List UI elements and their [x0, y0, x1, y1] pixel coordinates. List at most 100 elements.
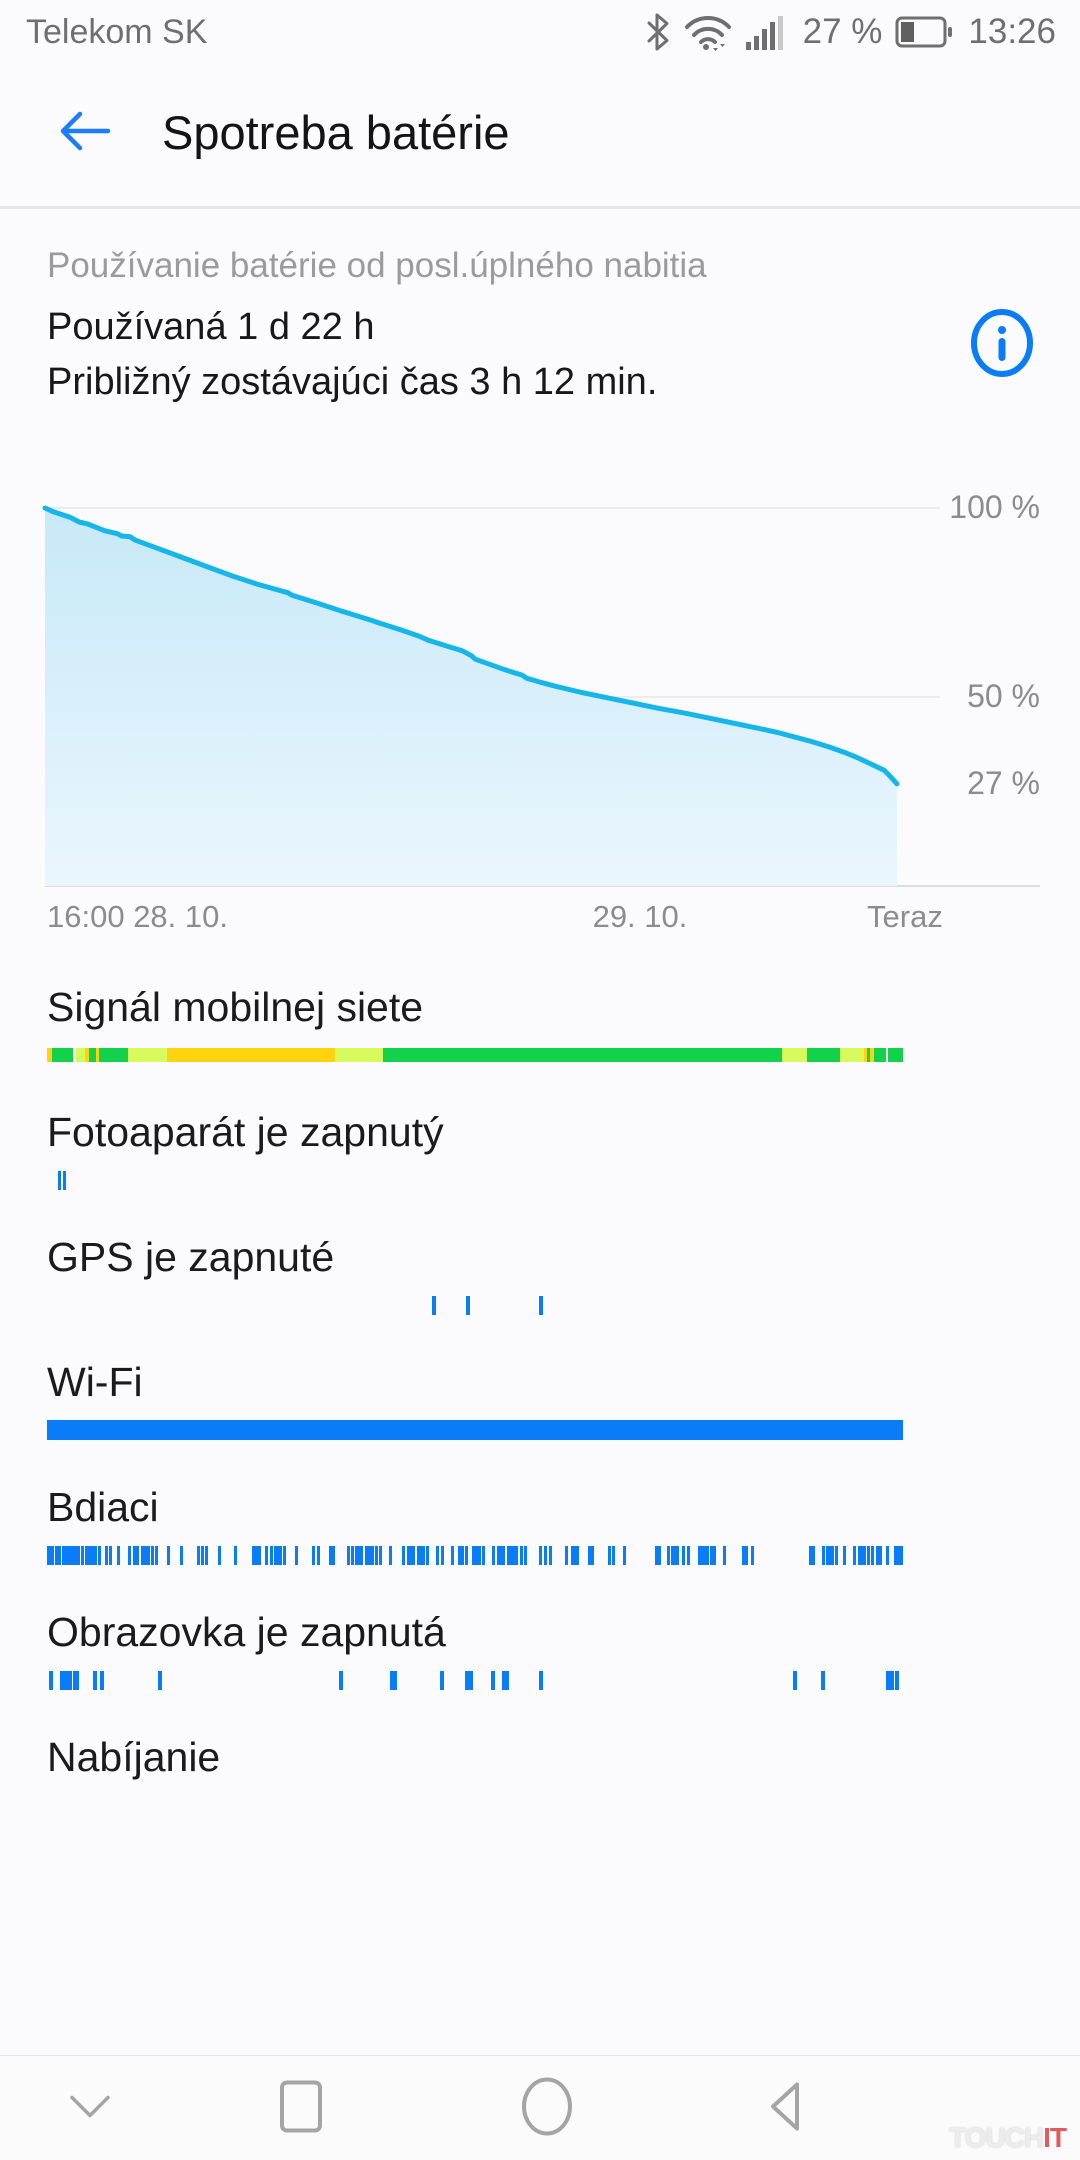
- activity-segment: [72, 1048, 77, 1062]
- activity-tick: [491, 1671, 496, 1690]
- activity-tick: [360, 1546, 364, 1565]
- section-title: Obrazovka je zapnutá: [47, 1609, 446, 1655]
- activity-tick: [390, 1671, 398, 1690]
- activity-tick: [81, 1546, 85, 1565]
- activity-tick: [370, 1546, 374, 1565]
- activity-tick: [871, 1546, 875, 1565]
- watermark-it: IT: [1043, 2122, 1067, 2153]
- activity-tick: [497, 1546, 504, 1565]
- activity-segment: [839, 1048, 864, 1062]
- activity-segment: [885, 1048, 889, 1062]
- activity-tick: [687, 1546, 691, 1565]
- info-button[interactable]: [962, 304, 1042, 384]
- activity-tick: [346, 1546, 350, 1565]
- activity-tick: [51, 1546, 55, 1565]
- activity-tick: [364, 1546, 371, 1565]
- clock-label: 13:26: [968, 12, 1056, 51]
- activity-tick: [269, 1546, 273, 1565]
- circle-icon: [519, 2076, 575, 2141]
- activity-tick: [510, 1546, 517, 1565]
- activity-section: Fotoaparát je zapnutý: [47, 1108, 903, 1192]
- back-nav-button[interactable]: [756, 2073, 816, 2144]
- activity-tick: [48, 1671, 53, 1690]
- activity-tick: [666, 1546, 670, 1565]
- activity-tick: [421, 1546, 425, 1565]
- activity-segment: [782, 1048, 808, 1062]
- battery-summary: Používanie batérie od posl.úplného nabit…: [47, 246, 927, 416]
- activity-tick: [492, 1546, 496, 1565]
- activity-tick: [97, 1546, 101, 1565]
- recents-button[interactable]: [272, 2073, 330, 2144]
- activity-tick: [257, 1546, 261, 1565]
- activity-tick: [426, 1546, 430, 1565]
- activity-tick: [439, 1671, 444, 1690]
- activity-tick: [472, 1546, 479, 1565]
- activity-tick: [853, 1546, 857, 1565]
- activity-tick: [94, 1546, 98, 1565]
- activity-tick: [265, 1546, 269, 1565]
- section-title: Signál mobilnej siete: [47, 984, 424, 1030]
- activity-tick: [84, 1546, 88, 1565]
- activity-tick: [539, 1671, 544, 1690]
- activity-section: Signál mobilnej siete: [47, 983, 903, 1067]
- activity-tick: [355, 1546, 362, 1565]
- activity-tick: [697, 1546, 701, 1565]
- hide-navigation-button[interactable]: [58, 2086, 122, 2131]
- square-icon: [278, 2079, 324, 2138]
- activity-timeline: [47, 1795, 903, 1817]
- activity-tick: [67, 1546, 71, 1565]
- activity-section: Nabíjanie: [47, 1733, 903, 1817]
- activity-tick: [587, 1546, 591, 1565]
- status-bar: Telekom SK 27 %: [0, 0, 1080, 58]
- activity-tick: [890, 1671, 895, 1690]
- activity-tick: [316, 1546, 320, 1565]
- activity-tick: [166, 1546, 170, 1565]
- activity-timeline: [47, 1045, 903, 1067]
- activity-tick: [825, 1546, 832, 1565]
- activity-tick: [108, 1546, 112, 1565]
- back-button[interactable]: [50, 102, 120, 162]
- activity-tick: [464, 1671, 469, 1690]
- activity-tick: [481, 1546, 485, 1565]
- activity-tick: [857, 1546, 864, 1565]
- activity-tick: [745, 1546, 749, 1565]
- summary-caption: Používanie batérie od posl.úplného nabit…: [47, 246, 707, 285]
- activity-tick: [885, 1671, 890, 1690]
- battery-icon: [895, 15, 955, 49]
- home-button[interactable]: [513, 2070, 581, 2147]
- activity-tick: [312, 1546, 316, 1565]
- y-axis-label: 100 %: [949, 489, 1040, 525]
- activity-tick: [544, 1546, 548, 1565]
- activity-tick: [273, 1546, 280, 1565]
- activity-tick: [436, 1546, 440, 1565]
- activity-timeline: [47, 1170, 903, 1192]
- wifi-icon: [683, 12, 733, 52]
- activity-tick: [464, 1546, 468, 1565]
- activity-tick: [64, 1671, 69, 1690]
- activity-tick: [63, 1171, 67, 1190]
- activity-tick: [295, 1546, 299, 1565]
- battery-percent-label: 27 %: [802, 12, 883, 51]
- activity-tick: [205, 1546, 209, 1565]
- activity-tick: [700, 1546, 707, 1565]
- activity-tick: [671, 1546, 678, 1565]
- activity-tick: [875, 1546, 882, 1565]
- activity-segment: [873, 1048, 886, 1062]
- x-axis-label: 29. 10.: [592, 899, 688, 934]
- activity-tick: [894, 1546, 904, 1565]
- activity-tick: [338, 1671, 343, 1690]
- section-title: GPS je zapnuté: [47, 1234, 335, 1280]
- y-axis-label: 27 %: [967, 764, 1040, 801]
- activity-tick: [283, 1546, 287, 1565]
- usage-duration-label: Používaná 1 d 22 h: [47, 306, 375, 348]
- activity-section: Bdiaci: [47, 1483, 904, 1567]
- signal-strength-icon: [745, 12, 790, 52]
- activity-tick: [502, 1671, 510, 1690]
- activity-tick: [406, 1546, 413, 1565]
- activity-tick: [411, 1546, 415, 1565]
- activity-tick: [179, 1546, 183, 1565]
- activity-tick: [623, 1546, 627, 1565]
- activity-tick: [201, 1546, 205, 1565]
- activity-segment: [383, 1048, 783, 1062]
- activity-tick: [132, 1546, 136, 1565]
